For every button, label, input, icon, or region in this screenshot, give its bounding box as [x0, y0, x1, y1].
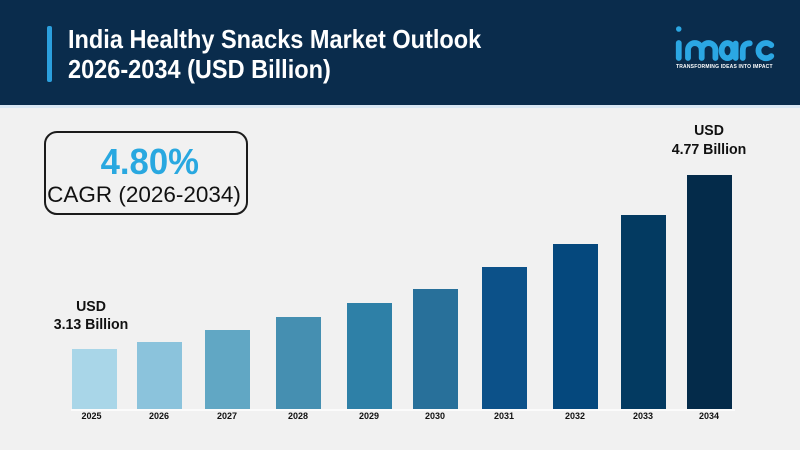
- svg-text:TRANSFORMING IDEAS INTO IMPACT: TRANSFORMING IDEAS INTO IMPACT: [676, 64, 773, 70]
